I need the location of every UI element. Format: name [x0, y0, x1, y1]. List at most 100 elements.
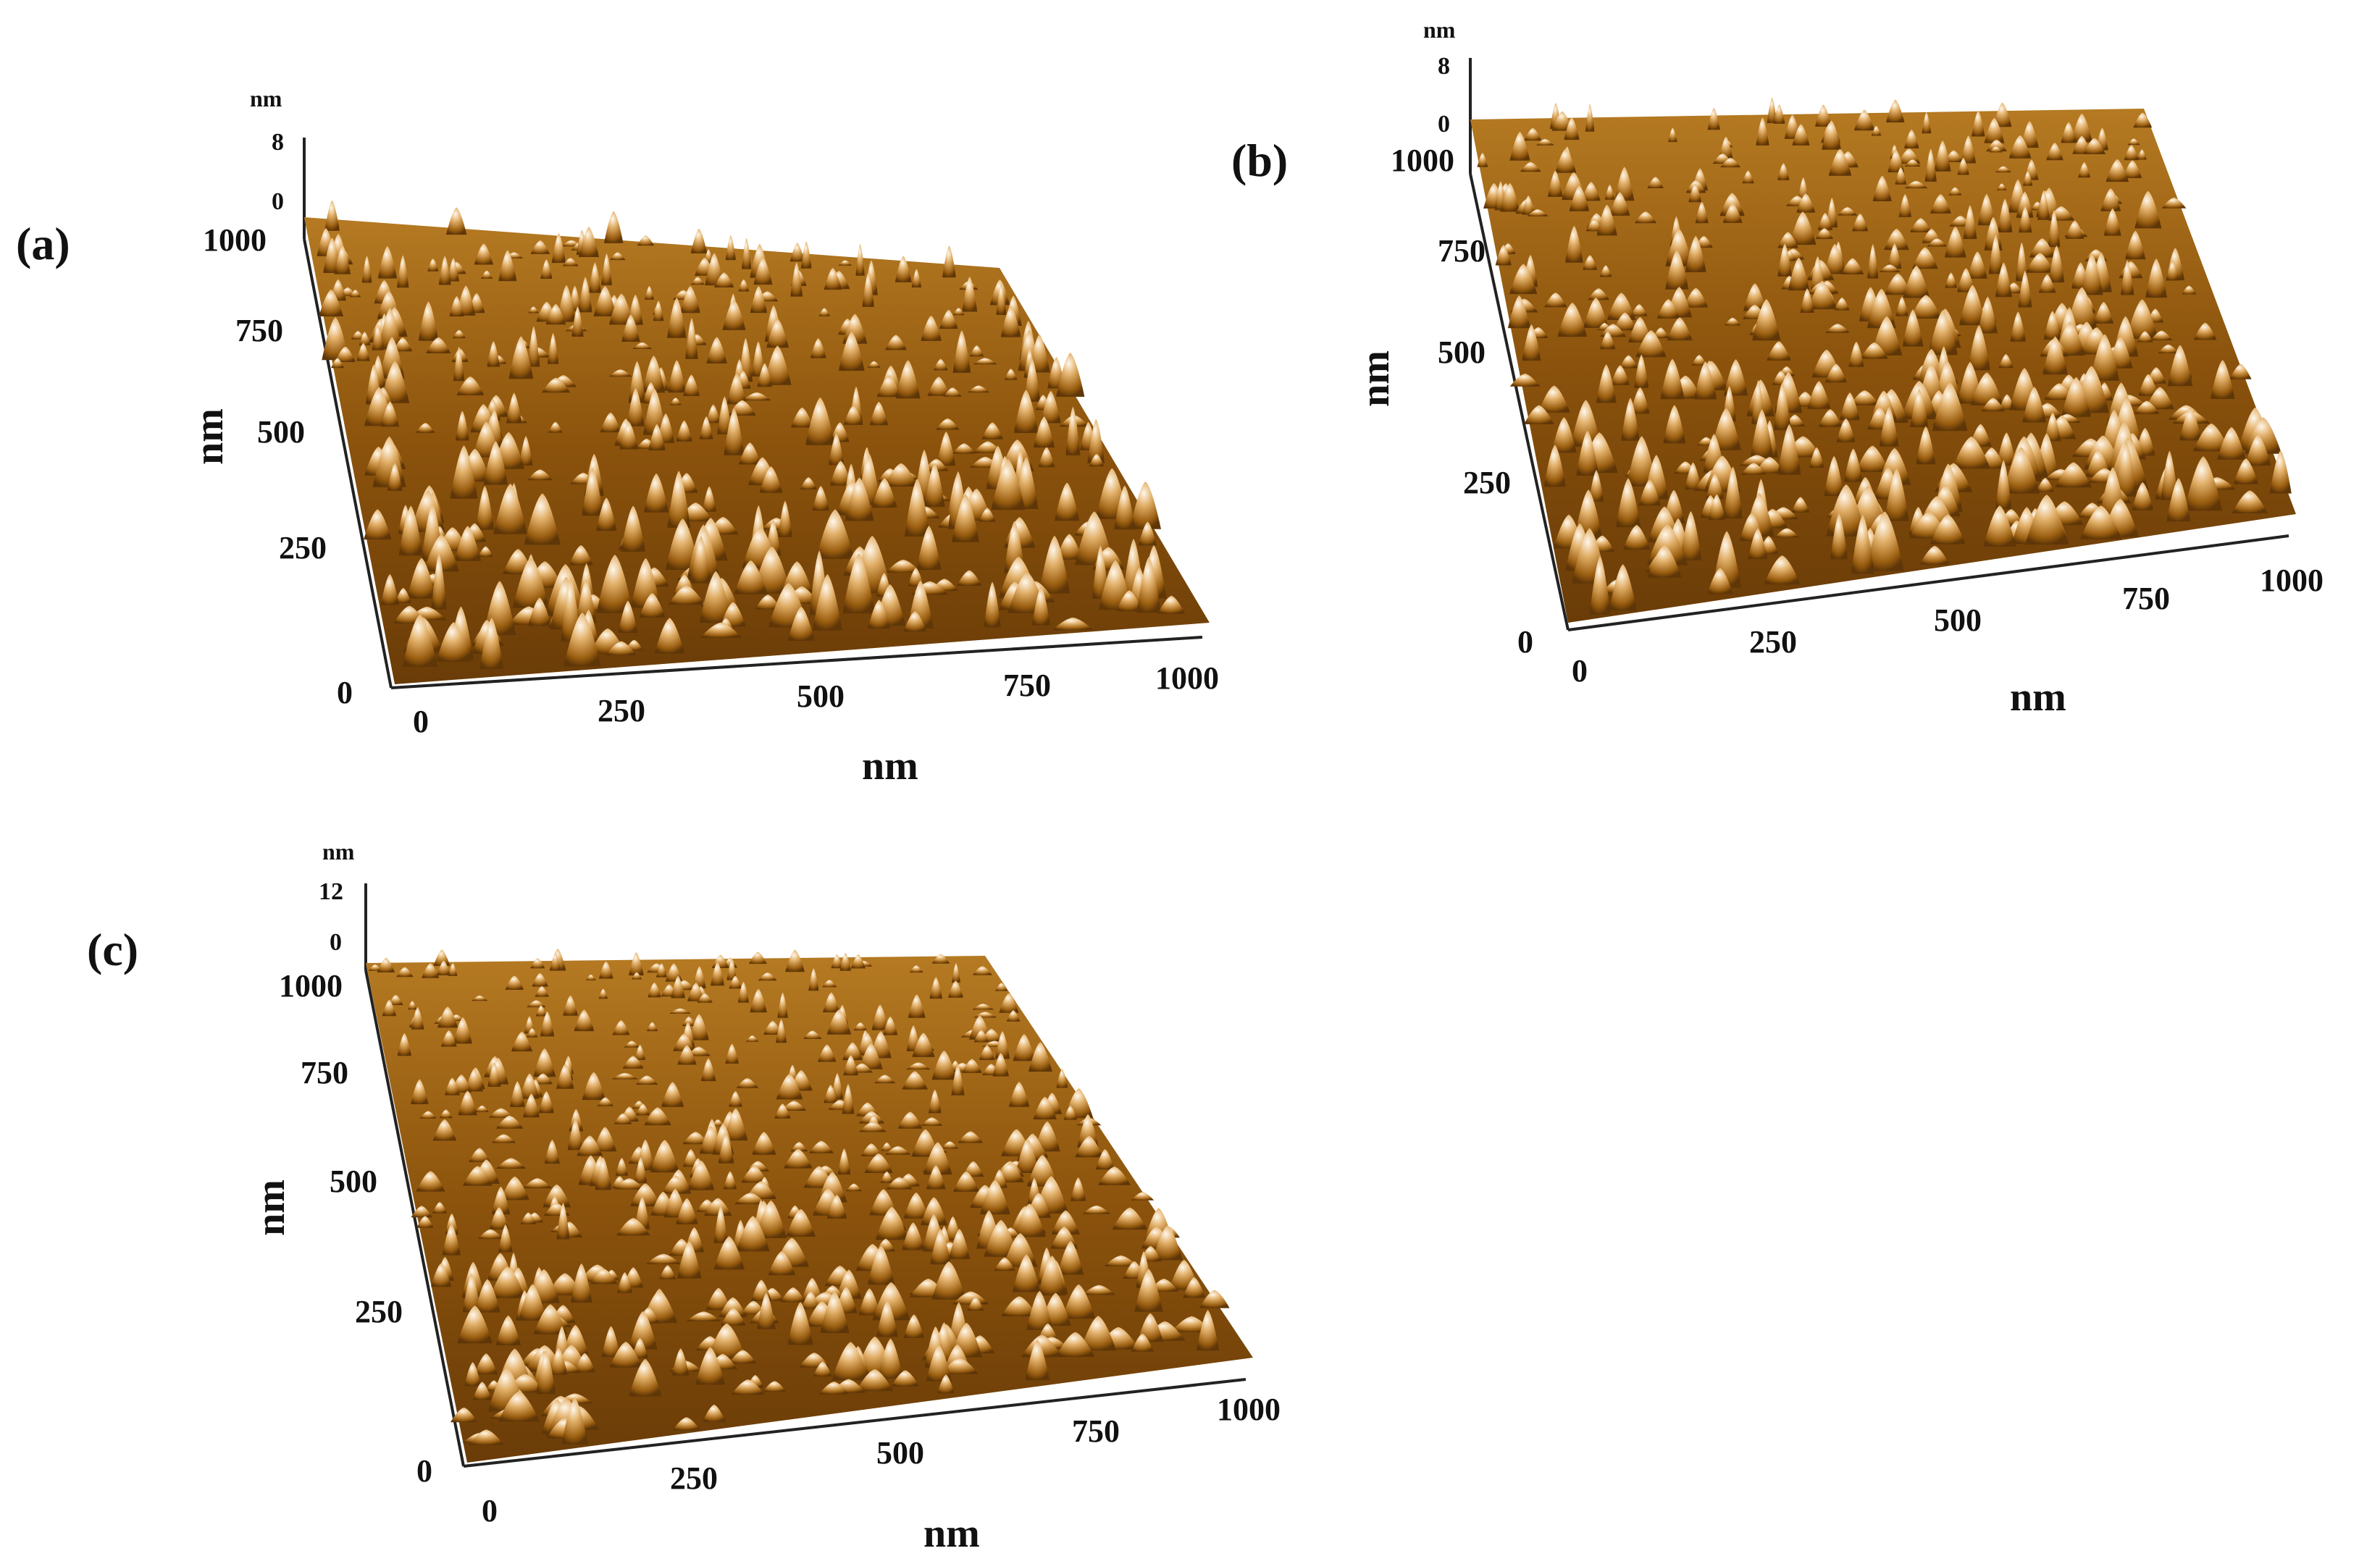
- afm-peak: [921, 1197, 948, 1226]
- afm-peak: [596, 497, 617, 531]
- afm-peak: [2061, 122, 2077, 143]
- afm-peak: [671, 1348, 690, 1376]
- afm-peak: [1972, 110, 1985, 137]
- panel-a-z-unit: nm: [250, 85, 282, 112]
- afm-peak: [527, 326, 540, 367]
- afm-peak: [689, 1014, 709, 1040]
- afm-peak: [644, 1107, 671, 1126]
- panel-b-x-axis: [1567, 534, 2289, 631]
- afm-peak: [1524, 127, 1542, 141]
- afm-peak: [1613, 312, 1637, 331]
- afm-peak: [753, 257, 773, 285]
- afm-peak: [1993, 102, 2012, 127]
- afm-peak: [627, 387, 645, 426]
- afm-peak: [2025, 495, 2069, 545]
- afm-peak: [999, 993, 1019, 1013]
- afm-peak: [1065, 406, 1081, 455]
- afm-peak: [1055, 1332, 1095, 1357]
- afm-peak: [1740, 463, 1767, 475]
- afm-peak: [577, 1135, 603, 1156]
- afm-peak: [648, 982, 661, 998]
- afm-peak: [469, 1148, 490, 1162]
- afm-peak: [2125, 230, 2146, 260]
- afm-peak: [838, 332, 865, 371]
- afm-peak: [685, 318, 698, 359]
- panel-b-y-tick: 750: [1438, 233, 1486, 269]
- afm-peak: [1830, 513, 1848, 560]
- afm-peak: [527, 1027, 538, 1038]
- panel-b-y-axis: [1469, 173, 1570, 631]
- afm-peak: [432, 1201, 448, 1214]
- afm-peak: [597, 1097, 613, 1106]
- afm-peak: [1904, 159, 1921, 167]
- afm-peak: [1885, 99, 1905, 123]
- afm-peak: [1929, 514, 1966, 545]
- afm-peak: [676, 420, 692, 442]
- afm-peak: [1884, 228, 1909, 251]
- afm-peak: [656, 963, 667, 978]
- afm-peak: [687, 1046, 711, 1056]
- afm-peak: [1535, 138, 1554, 146]
- afm-peak: [843, 1055, 859, 1076]
- afm-peak: [984, 1219, 1018, 1257]
- afm-peak: [937, 1374, 955, 1394]
- afm-peak: [1995, 262, 2012, 298]
- afm-peak: [442, 1224, 461, 1256]
- afm-peak: [1152, 1225, 1183, 1261]
- afm-peak: [829, 433, 845, 466]
- afm-peak: [703, 1198, 732, 1216]
- afm-peak: [453, 329, 466, 339]
- afm-peak: [621, 505, 646, 552]
- afm-peak: [958, 1131, 984, 1143]
- afm-peak: [1033, 416, 1055, 448]
- afm-peak: [2126, 299, 2158, 339]
- afm-peak: [1570, 400, 1601, 447]
- afm-peak: [2061, 377, 2092, 417]
- afm-peak: [1995, 166, 2011, 173]
- afm-peak: [758, 972, 777, 981]
- afm-peak: [929, 977, 943, 999]
- afm-peak: [981, 422, 1003, 440]
- afm-peak: [1006, 1010, 1021, 1022]
- afm-peak: [483, 441, 508, 485]
- afm-peak: [1796, 193, 1816, 213]
- afm-peak: [1021, 1334, 1063, 1358]
- afm-peak: [1808, 280, 1837, 310]
- afm-peak: [1856, 445, 1890, 472]
- afm-peak: [1984, 117, 2005, 143]
- afm-peak: [871, 1004, 889, 1030]
- afm-peak: [936, 418, 960, 430]
- afm-peak: [1792, 124, 1810, 146]
- afm-peak: [787, 606, 815, 642]
- afm-peak: [962, 1059, 982, 1073]
- afm-peak: [707, 1323, 747, 1359]
- afm-peak: [948, 980, 963, 998]
- afm-peak: [714, 272, 734, 287]
- panel-a-y-tick: 750: [235, 313, 283, 348]
- afm-peak: [1522, 195, 1535, 215]
- afm-peak: [787, 1302, 813, 1345]
- afm-peak: [1051, 1210, 1080, 1235]
- afm-peak: [782, 1101, 807, 1111]
- afm-peak: [1080, 1316, 1117, 1351]
- afm-peak: [1815, 228, 1834, 240]
- afm-peak: [968, 385, 990, 393]
- afm-peak: [596, 555, 634, 613]
- afm-peak: [532, 972, 548, 987]
- afm-peak: [780, 1287, 806, 1303]
- afm-peak: [1062, 1284, 1096, 1319]
- afm-peak: [1898, 148, 1921, 164]
- afm-peak: [1565, 225, 1583, 263]
- afm-peak: [1834, 297, 1850, 311]
- afm-peak: [550, 1348, 568, 1375]
- afm-peak: [519, 436, 533, 466]
- afm-peak: [2138, 374, 2158, 396]
- afm-peak: [980, 1180, 1010, 1215]
- afm-peak: [488, 1108, 514, 1118]
- afm-peak: [1720, 157, 1741, 168]
- afm-peak: [1777, 243, 1793, 277]
- panel-a-x-title: nm: [862, 744, 918, 789]
- afm-peak: [829, 461, 852, 486]
- afm-peak: [1788, 257, 1810, 291]
- afm-peak: [1959, 285, 1986, 326]
